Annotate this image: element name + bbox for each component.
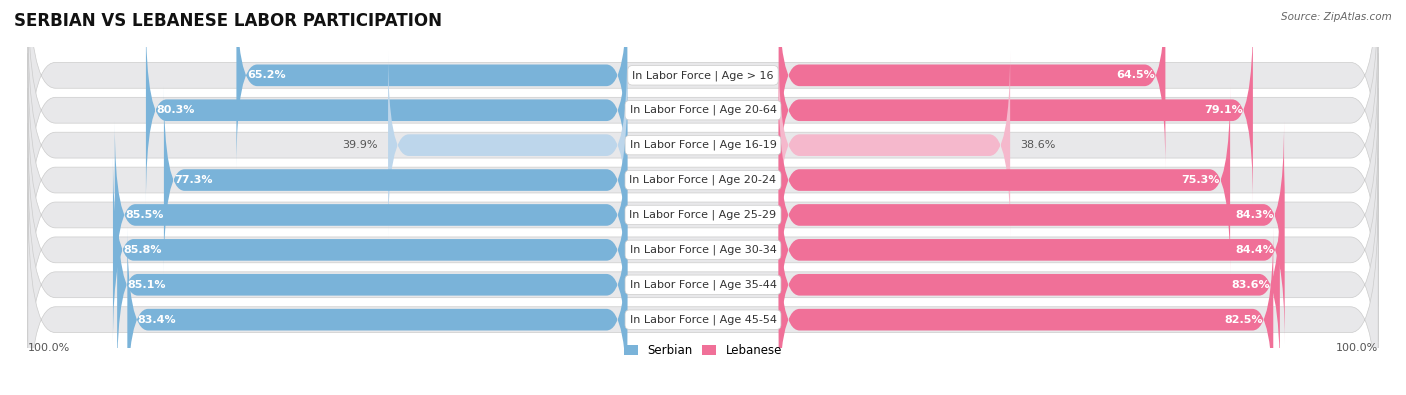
Text: In Labor Force | Age 30-34: In Labor Force | Age 30-34 [630,245,776,255]
Text: 82.5%: 82.5% [1225,315,1263,325]
Text: In Labor Force | Age > 16: In Labor Force | Age > 16 [633,70,773,81]
Text: 39.9%: 39.9% [342,140,378,150]
FancyBboxPatch shape [28,158,1378,395]
Text: In Labor Force | Age 35-44: In Labor Force | Age 35-44 [630,280,776,290]
FancyBboxPatch shape [236,0,627,169]
FancyBboxPatch shape [28,0,1378,237]
Text: In Labor Force | Age 45-54: In Labor Force | Age 45-54 [630,314,776,325]
FancyBboxPatch shape [146,16,627,204]
FancyBboxPatch shape [779,51,1010,239]
FancyBboxPatch shape [388,51,627,239]
FancyBboxPatch shape [779,156,1285,344]
Text: SERBIAN VS LEBANESE LABOR PARTICIPATION: SERBIAN VS LEBANESE LABOR PARTICIPATION [14,12,441,30]
Text: 65.2%: 65.2% [247,70,285,80]
Text: In Labor Force | Age 16-19: In Labor Force | Age 16-19 [630,140,776,150]
FancyBboxPatch shape [28,88,1378,342]
Text: 64.5%: 64.5% [1116,70,1156,80]
Text: 38.6%: 38.6% [1021,140,1056,150]
Text: 85.8%: 85.8% [124,245,162,255]
Text: 85.5%: 85.5% [125,210,163,220]
FancyBboxPatch shape [779,86,1230,274]
FancyBboxPatch shape [28,53,1378,307]
Text: Source: ZipAtlas.com: Source: ZipAtlas.com [1281,12,1392,22]
FancyBboxPatch shape [115,121,627,309]
FancyBboxPatch shape [28,123,1378,376]
Text: 79.1%: 79.1% [1204,105,1243,115]
Text: 84.4%: 84.4% [1236,245,1274,255]
Text: In Labor Force | Age 20-24: In Labor Force | Age 20-24 [630,175,776,185]
FancyBboxPatch shape [779,16,1253,204]
Text: 77.3%: 77.3% [174,175,212,185]
FancyBboxPatch shape [779,191,1279,379]
Text: 75.3%: 75.3% [1181,175,1220,185]
FancyBboxPatch shape [165,86,627,274]
FancyBboxPatch shape [117,191,627,379]
Text: 80.3%: 80.3% [156,105,194,115]
Text: In Labor Force | Age 25-29: In Labor Force | Age 25-29 [630,210,776,220]
FancyBboxPatch shape [28,0,1378,202]
Text: 100.0%: 100.0% [1336,342,1378,353]
Text: In Labor Force | Age 20-64: In Labor Force | Age 20-64 [630,105,776,115]
FancyBboxPatch shape [28,193,1378,395]
Text: 83.6%: 83.6% [1230,280,1270,290]
FancyBboxPatch shape [128,226,627,395]
FancyBboxPatch shape [112,156,627,344]
Text: 83.4%: 83.4% [138,315,176,325]
FancyBboxPatch shape [28,19,1378,272]
FancyBboxPatch shape [779,0,1166,169]
Legend: Serbian, Lebanese: Serbian, Lebanese [624,344,782,357]
Text: 85.1%: 85.1% [128,280,166,290]
FancyBboxPatch shape [779,121,1284,309]
Text: 100.0%: 100.0% [28,342,70,353]
FancyBboxPatch shape [779,226,1274,395]
Text: 84.3%: 84.3% [1234,210,1274,220]
